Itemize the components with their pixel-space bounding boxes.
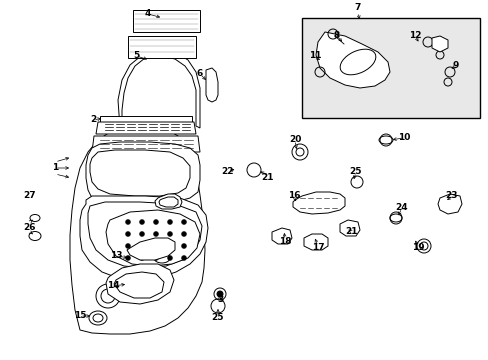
Circle shape xyxy=(153,220,158,225)
Text: 13: 13 xyxy=(109,252,122,261)
Circle shape xyxy=(167,243,172,248)
Polygon shape xyxy=(86,142,200,204)
Text: 26: 26 xyxy=(24,224,36,233)
Circle shape xyxy=(167,220,172,225)
Polygon shape xyxy=(100,116,192,122)
Circle shape xyxy=(139,243,144,248)
Polygon shape xyxy=(92,136,200,152)
Circle shape xyxy=(181,243,186,248)
Polygon shape xyxy=(118,50,200,128)
Text: 6: 6 xyxy=(197,69,203,78)
Text: 20: 20 xyxy=(288,135,301,144)
Circle shape xyxy=(153,231,158,237)
Polygon shape xyxy=(437,194,461,214)
Polygon shape xyxy=(96,122,196,134)
Text: 10: 10 xyxy=(397,134,409,143)
Text: 9: 9 xyxy=(452,60,458,69)
Polygon shape xyxy=(106,210,200,266)
Polygon shape xyxy=(88,202,202,268)
Polygon shape xyxy=(431,36,447,52)
Text: 17: 17 xyxy=(311,243,324,252)
Text: 5: 5 xyxy=(133,51,139,60)
Polygon shape xyxy=(155,194,182,209)
Polygon shape xyxy=(106,264,174,304)
Text: 15: 15 xyxy=(74,311,86,320)
Text: 22: 22 xyxy=(221,167,234,176)
Circle shape xyxy=(217,291,223,297)
Circle shape xyxy=(167,256,172,261)
Circle shape xyxy=(181,256,186,261)
Polygon shape xyxy=(339,220,359,236)
Polygon shape xyxy=(128,36,196,58)
Circle shape xyxy=(139,256,144,261)
Text: 27: 27 xyxy=(23,192,36,201)
Polygon shape xyxy=(159,197,178,207)
Circle shape xyxy=(139,220,144,225)
Text: 8: 8 xyxy=(333,31,340,40)
Text: 12: 12 xyxy=(408,31,420,40)
Polygon shape xyxy=(271,228,291,244)
Circle shape xyxy=(139,231,144,237)
Polygon shape xyxy=(90,150,190,196)
Text: 1: 1 xyxy=(52,163,58,172)
Circle shape xyxy=(153,256,158,261)
Polygon shape xyxy=(133,10,200,32)
Text: 2: 2 xyxy=(90,116,96,125)
Text: 23: 23 xyxy=(445,192,457,201)
Circle shape xyxy=(125,220,130,225)
Text: 25: 25 xyxy=(349,167,362,176)
Text: 7: 7 xyxy=(354,4,361,13)
Circle shape xyxy=(181,220,186,225)
Polygon shape xyxy=(292,192,345,214)
Polygon shape xyxy=(304,234,327,250)
Polygon shape xyxy=(315,32,389,88)
Circle shape xyxy=(125,256,130,261)
Circle shape xyxy=(125,243,130,248)
Text: 4: 4 xyxy=(144,9,151,18)
Polygon shape xyxy=(114,272,163,298)
Circle shape xyxy=(125,231,130,237)
Polygon shape xyxy=(80,196,207,280)
Text: 18: 18 xyxy=(278,238,291,247)
Text: 16: 16 xyxy=(287,192,300,201)
Circle shape xyxy=(167,231,172,237)
Text: 21: 21 xyxy=(345,228,358,237)
Text: 3: 3 xyxy=(217,296,223,305)
Circle shape xyxy=(153,243,158,248)
Circle shape xyxy=(181,231,186,237)
Polygon shape xyxy=(70,126,204,334)
Text: 14: 14 xyxy=(106,282,119,291)
Text: 24: 24 xyxy=(395,203,407,212)
Bar xyxy=(302,18,479,118)
Text: 21: 21 xyxy=(261,174,274,183)
Text: 11: 11 xyxy=(308,50,321,59)
Text: 25: 25 xyxy=(211,314,224,323)
Text: 19: 19 xyxy=(411,243,424,252)
Polygon shape xyxy=(205,68,218,102)
Polygon shape xyxy=(127,238,175,260)
